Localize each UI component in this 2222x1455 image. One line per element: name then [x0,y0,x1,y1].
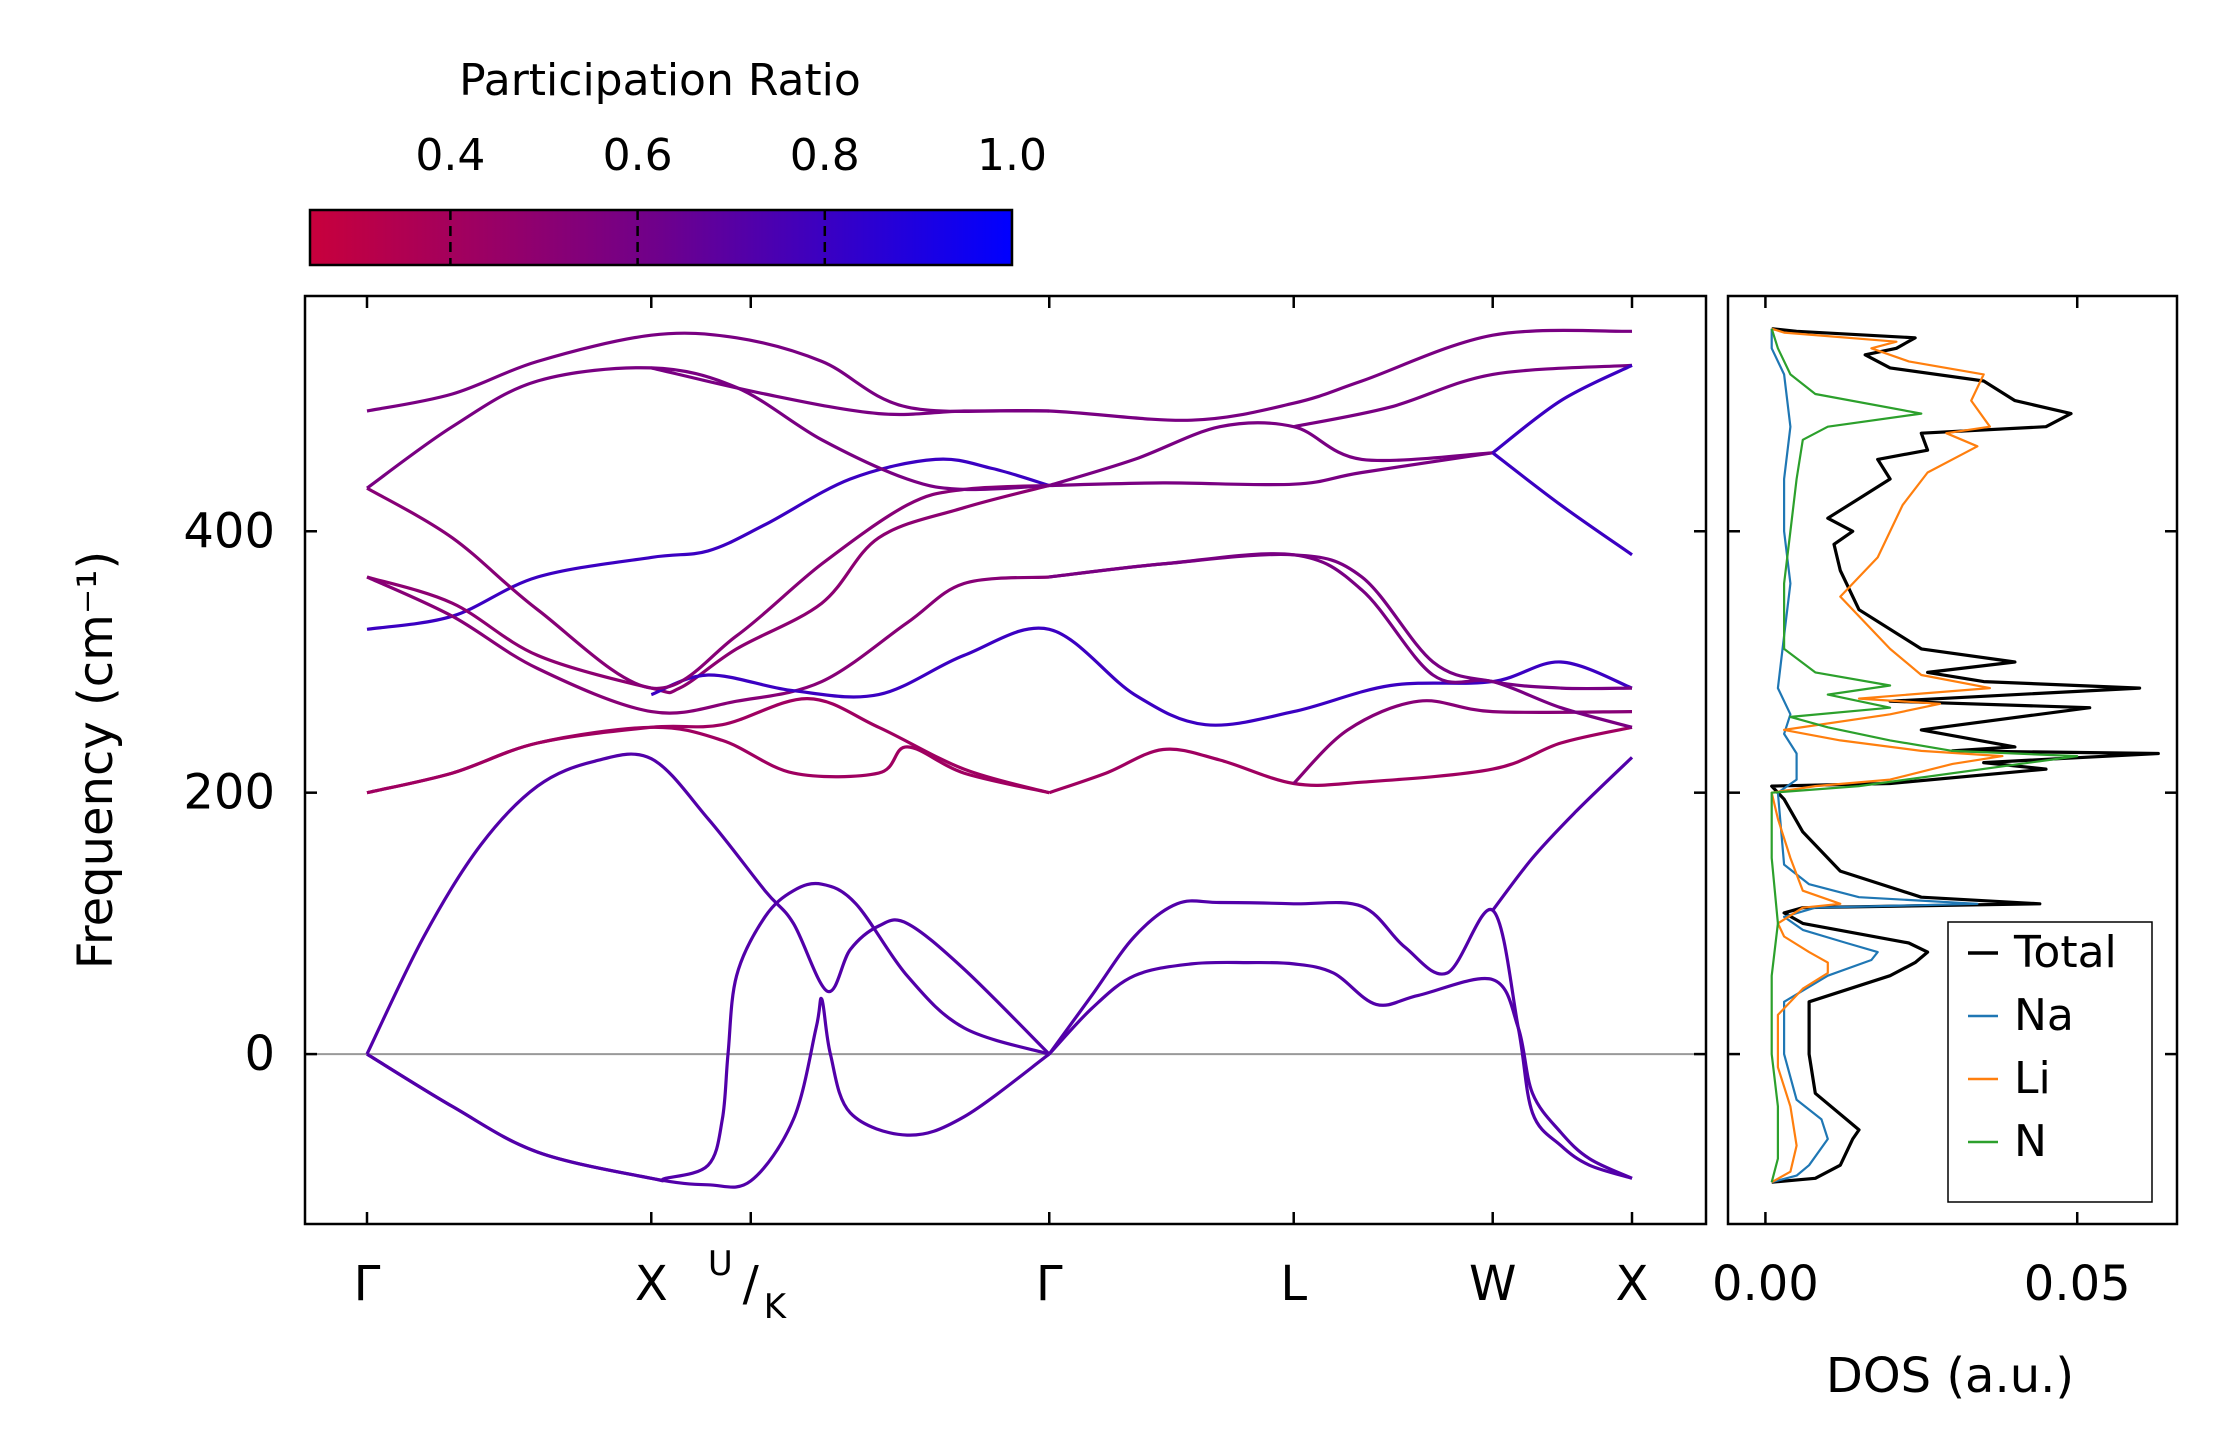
band-x-tick-label: X [635,1256,668,1312]
colorbar-title: Participation Ratio [459,55,861,106]
dos-curve [1770,327,2160,1184]
phonon-band [1048,421,1493,488]
phonon-band [365,752,1051,1056]
dos-x-tick-label: 0.05 [2024,1256,2131,1312]
colorbar: Participation Ratio 0.4 0.6 0.8 1.0 [308,55,1047,267]
phonon-band [366,725,1050,795]
dos-x-axis-label: DOS (a.u.) [1826,1348,2074,1404]
dos-curve [1770,328,1979,1184]
dos-legend-label: Total [2013,927,2117,978]
phonon-band [1048,725,1633,795]
colorbar-tick-label: 0.6 [603,130,673,181]
colorbar-gradient [308,208,1014,267]
colorbar-tick-label: 0.4 [415,130,485,181]
phonon-band [1049,451,1493,488]
colorbar-ticks: 0.4 0.6 0.8 1.0 [415,130,1047,265]
phonon-band [366,996,1051,1189]
dos-curve [1770,327,2004,1184]
dos-legend-label: N [2014,1116,2047,1167]
phonon-band [366,881,1050,1183]
phonon-band [1048,960,1633,1180]
band-x-tick-label: W [1469,1256,1516,1312]
phonon-band [366,696,1050,795]
dos-legend-items: Total Na Li N [1968,927,2117,1167]
band-x-tick-label: L [1280,1256,1307,1312]
colorbar-tick-label: 1.0 [977,130,1047,181]
band-x-tick-label-bottom: K [764,1287,788,1327]
dos-panel: 0.00 0.05 DOS (a.u.) Total Na Li N [1712,294,2179,1404]
phonon-band [1293,363,1633,429]
band-x-tick-label-slash: / [743,1256,760,1312]
phonon-band [366,328,1633,422]
phonon-band [1049,552,1633,729]
phonon-band [366,366,1050,492]
dos-axes-frame [1726,294,2179,1226]
band-x-tick-label-top: U [708,1244,733,1284]
dos-ticks: 0.00 0.05 [1712,296,2131,1312]
dos-legend-label: Na [2014,990,2074,1041]
phonon-band [1491,363,1633,455]
band-x-tick-label: Γ [1036,1256,1063,1312]
phonon-band [1292,699,1633,785]
band-y-axis-label: Frequency (cm⁻¹) [68,551,124,969]
phonon-band [650,366,1050,417]
phonon-band [366,457,1050,631]
band-x-tick-label: X [1616,1256,1649,1312]
phonon-band [1491,756,1634,912]
band-x-tick-label: Γ [354,1256,381,1312]
band-y-ticks: 0 200 400 [183,503,2177,1082]
band-x-ticks: Γ X U / K Γ L W X [354,296,1649,1327]
phonon-band [366,483,1050,695]
band-y-tick-label: 200 [183,765,275,821]
phonon-band [366,575,1050,715]
band-x-tick-label-composite: U / K [708,1244,788,1327]
band-y-tick-label: 400 [183,503,275,559]
dos-curves [1770,327,2160,1184]
phonon-band [366,483,1050,690]
dos-legend-frame [1947,921,2153,1203]
phonon-band [1491,451,1633,557]
colorbar-tick-label: 0.8 [790,130,860,181]
dos-legend: Total Na Li N [1947,921,2153,1203]
phonon-band [1047,899,1633,1180]
dos-x-tick-label: 0.00 [1712,1256,1819,1312]
phonon-bands [365,328,1634,1189]
dos-legend-label: Li [2014,1053,2051,1104]
band-axes-frame [303,294,1708,1226]
band-y-tick-label: 0 [244,1026,275,1082]
dos-curve [1770,328,2079,1183]
